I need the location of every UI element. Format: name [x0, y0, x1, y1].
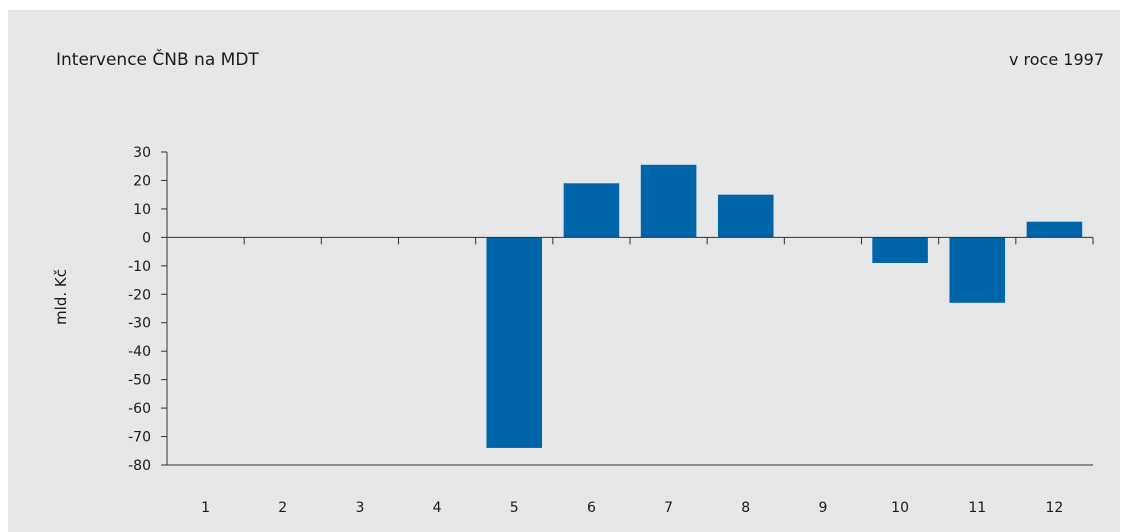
- y-tick-label: -50: [128, 373, 151, 389]
- x-tick-label: 8: [741, 500, 750, 516]
- x-tick-label: 11: [968, 500, 986, 516]
- bars: [486, 164, 1083, 448]
- y-tick-label: -60: [128, 401, 151, 417]
- y-tick-label: 0: [142, 230, 151, 246]
- chart-title: Intervence ČNB na MDT: [56, 50, 259, 70]
- chart-subtitle: v roce 1997: [1008, 50, 1104, 69]
- y-tick-label: -20: [128, 287, 151, 303]
- y-tick-label: -70: [128, 430, 151, 446]
- x-tick-label: 1: [201, 500, 210, 516]
- bar-month-8: [717, 194, 774, 238]
- y-tick-label: -10: [128, 259, 151, 275]
- bar-month-6: [563, 183, 620, 238]
- bar-month-11: [949, 237, 1006, 303]
- x-tick-label: 3: [355, 500, 364, 516]
- x-tick-label: 4: [433, 500, 442, 516]
- bar-month-7: [640, 164, 697, 238]
- x-tick-label: 6: [587, 500, 596, 516]
- y-tick-label: 20: [133, 173, 151, 189]
- y-tick-label: 10: [133, 202, 151, 218]
- x-tick-label: 12: [1046, 500, 1064, 516]
- bar-month-5: [486, 237, 543, 448]
- y-tick-label: -40: [128, 344, 151, 360]
- y-tick-label: -30: [128, 316, 151, 332]
- y-axis: 30 20 10 0 -10 -20 -30 -40 -50 -60 -70 -80: [128, 145, 168, 474]
- bar-month-12: [1026, 221, 1083, 238]
- y-axis-label: mld. Kč: [52, 269, 70, 325]
- chart-panel: [8, 10, 1120, 532]
- y-tick-label: 30: [133, 145, 151, 161]
- x-tick-label: 10: [891, 500, 909, 516]
- x-tick-label: 2: [278, 500, 287, 516]
- x-tick-label: 5: [510, 500, 519, 516]
- bar-month-10: [872, 237, 928, 263]
- x-axis: [167, 236, 1094, 466]
- x-tick-label: 7: [664, 500, 673, 516]
- x-tick-labels: 1 2 3 4 5 6 7 8 9 10 11 12: [201, 500, 1063, 516]
- y-tick-label: -80: [128, 458, 151, 474]
- x-tick-label: 9: [818, 500, 827, 516]
